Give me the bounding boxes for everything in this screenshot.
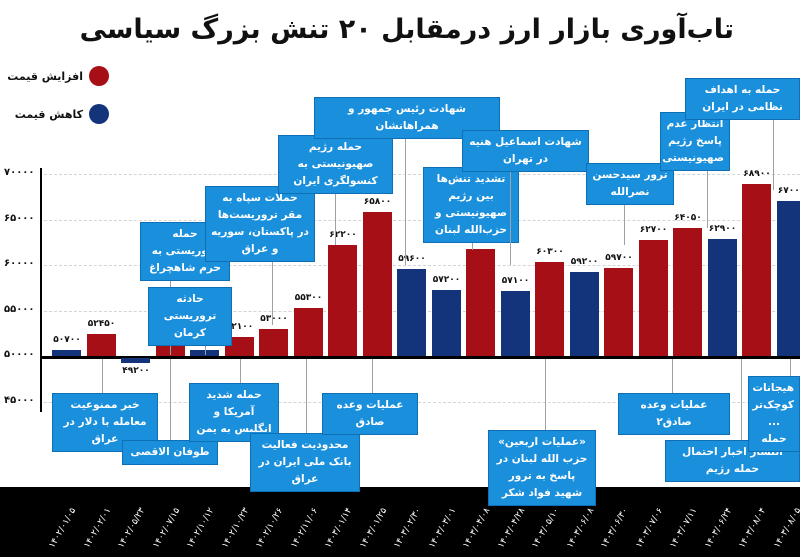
annotation-connector xyxy=(773,100,774,190)
y-axis xyxy=(40,168,42,412)
bar xyxy=(362,212,392,356)
annotation-connector xyxy=(306,359,307,433)
bar-value-label: ۵۹۶۰۰ xyxy=(398,253,426,264)
annotation-connector xyxy=(624,184,625,245)
chart-title: تاب‌آوری بازار ارز درمقابل ۲۰ تنش بزرگ س… xyxy=(79,14,735,45)
gridline xyxy=(44,265,800,266)
bar-value-label: ۶۷۰۰۰ xyxy=(777,186,800,197)
bar xyxy=(742,184,771,356)
y-tick-label: ۴۵۰۰۰ xyxy=(4,394,35,406)
bar xyxy=(466,248,495,356)
annotation-connector xyxy=(170,359,171,440)
y-tick-label: ۶۵۰۰۰ xyxy=(4,212,35,224)
annotation-connector xyxy=(510,150,511,265)
event-annotation: حمله به اهداف نظامی در ایران xyxy=(685,78,800,120)
bar xyxy=(638,240,668,356)
legend-item-increase: افزایش قیمت xyxy=(4,66,109,86)
bar xyxy=(86,333,116,356)
bar-value-label: ۶۲۲۰۰ xyxy=(329,229,357,240)
bar-value-label: ۵۹۷۰۰ xyxy=(605,252,633,263)
annotation-connector xyxy=(335,173,336,245)
gridline xyxy=(44,401,800,403)
bar-value-label: ۶۲۷۰۰ xyxy=(639,225,668,236)
bar-value-label: ۵۵۳۰۰ xyxy=(294,292,323,303)
bar xyxy=(259,328,288,356)
y-tick-label: ۶۰۰۰۰ xyxy=(4,258,35,269)
y-tick-label: ۵۰۰۰۰ xyxy=(4,349,35,360)
event-annotation: تشدید تنش‌ها بین رژیم صهیونیستی و حزب‌ال… xyxy=(423,167,519,243)
bar-value-label: ۵۹۲۰۰ xyxy=(570,257,599,268)
y-tick-label: ۵۵۰۰۰ xyxy=(4,303,35,315)
bar-value-label: ۵۲۱۰۰ xyxy=(225,321,254,332)
bar xyxy=(190,349,219,356)
bar xyxy=(707,238,737,356)
decrease-dot-icon xyxy=(89,104,109,124)
increase-dot-icon xyxy=(89,66,109,86)
legend-item-decrease: کاهش قیمت xyxy=(4,104,109,124)
annotation-connector xyxy=(372,359,373,393)
bar xyxy=(673,228,702,356)
bar xyxy=(431,290,461,356)
event-annotation: محدودیت فعالیت بانک ملی ایران در عراق xyxy=(250,433,360,492)
bar xyxy=(604,267,633,356)
event-annotation: حملات سپاه به مقر تروریست‌ها در پاکستان،… xyxy=(205,186,315,262)
event-annotation: حمله رژیم صهیونیستی به کنسولگری ایران xyxy=(278,135,393,194)
annotation-connector xyxy=(545,359,546,430)
annotation-connector xyxy=(102,359,103,393)
x-axis-baseline xyxy=(40,356,800,359)
bar xyxy=(397,268,426,356)
event-annotation: انتظار عدم پاسخ رژیم صهیونیستی xyxy=(660,112,730,171)
event-annotation: حمله شدید آمریکا و انگلیس به یمن xyxy=(189,383,279,442)
bar-value-label: ۶۵۸۰۰ xyxy=(363,197,392,208)
bar xyxy=(500,291,530,356)
annotation-connector xyxy=(240,359,241,383)
annotation-connector xyxy=(672,359,673,393)
bar-value-label: ۵۷۱۰۰ xyxy=(501,276,530,287)
bar xyxy=(52,349,81,356)
date-strip xyxy=(0,487,800,557)
event-annotation: شهادت رئیس جمهور و همراهانشان xyxy=(314,97,500,139)
legend-label: افزایش قیمت xyxy=(7,69,83,83)
event-annotation: «عملیات اربعین» حزب الله لبنان در پاسخ ب… xyxy=(488,430,596,506)
event-annotation: ترور سیدحسن نصرالله xyxy=(586,163,674,205)
bar-value-label: ۶۸۹۰۰ xyxy=(743,169,771,179)
annotation-connector xyxy=(272,244,273,325)
bar xyxy=(328,244,357,356)
y-tick-label: ۷۰۰۰۰ xyxy=(4,167,35,178)
bar xyxy=(535,262,564,356)
bar xyxy=(776,201,800,356)
annotation-connector xyxy=(790,359,791,376)
event-annotation: عملیات وعده صادق۲ xyxy=(618,393,730,435)
bar xyxy=(121,358,150,364)
event-annotation: طوفان الاقصی xyxy=(122,440,218,465)
annotation-connector xyxy=(741,359,742,440)
bar-value-label: ۶۰۳۰۰ xyxy=(536,247,564,258)
annotation-connector xyxy=(405,118,406,265)
bar xyxy=(569,272,599,356)
legend: افزایش قیمت کاهش قیمت xyxy=(4,66,109,142)
legend-label: کاهش قیمت xyxy=(14,107,83,121)
event-annotation: حادثه تروریستی کرمان xyxy=(148,287,232,346)
bar-value-label: ۵۳۰۰۰ xyxy=(260,313,288,324)
gridline xyxy=(44,174,800,175)
annotation-connector xyxy=(707,151,708,228)
bar-value-label: ۵۰۷۰۰ xyxy=(53,334,81,345)
event-annotation: هیجانات کوچک‌تر ... حمله xyxy=(748,376,800,452)
bar-value-label: ۶۴۰۵۰ xyxy=(674,213,702,224)
bar-value-label: ۶۲۹۰۰ xyxy=(708,223,737,234)
bar xyxy=(293,307,323,356)
event-annotation: عملیات وعده صادق xyxy=(322,393,418,435)
event-annotation: شهادت اسماعیل هنیه در تهران xyxy=(462,130,589,172)
bar-value-label: ۴۹۲۰۰ xyxy=(122,366,150,377)
gridline xyxy=(44,219,800,221)
bar-value-label: ۵۷۲۰۰ xyxy=(432,275,461,286)
event-annotation: خبر ممنوعیت معامله با دلار در عراق xyxy=(52,393,158,452)
bar-value-label: ۵۲۴۵۰ xyxy=(87,318,116,329)
